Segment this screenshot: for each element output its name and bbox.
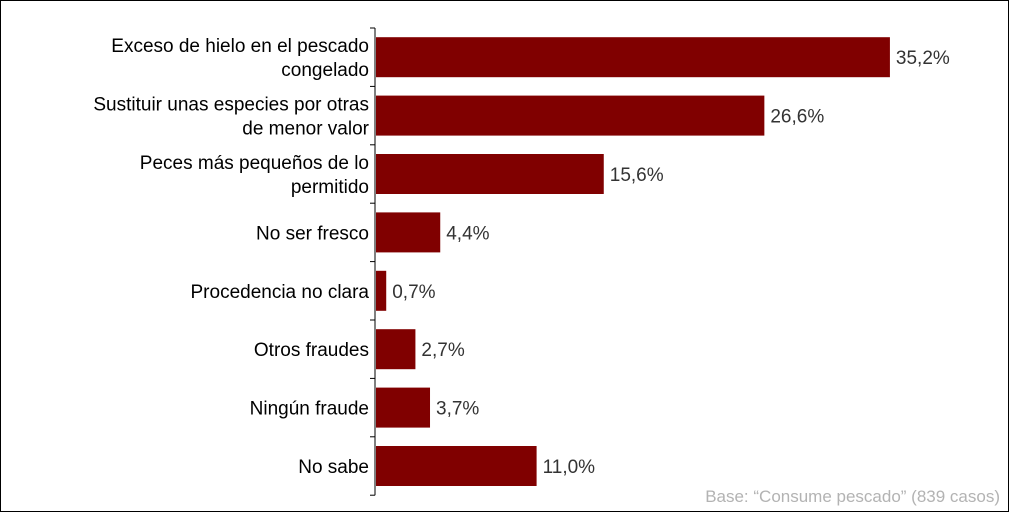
category-label: Otros fraudes	[254, 340, 369, 361]
axis-layer	[370, 27, 376, 496]
bar	[376, 387, 431, 428]
bars-layer	[376, 37, 890, 486]
bar	[376, 446, 537, 486]
category-label: No sabe	[298, 457, 369, 478]
data-label: 4,4%	[446, 223, 489, 244]
data-label: 0,7%	[392, 282, 435, 303]
bar	[376, 270, 387, 311]
data-label: 26,6%	[770, 107, 824, 128]
labels-layer: 35,2% Exceso de hielo en el pescado congel…	[93, 36, 950, 478]
data-label: 11,0%	[543, 457, 596, 478]
bar	[376, 95, 765, 136]
category-label: Procedencia no clara	[191, 282, 370, 303]
category-label: No ser fresco	[256, 223, 369, 244]
data-label: 35,2%	[896, 48, 950, 69]
category-label: Exceso de hielo en el pescado congelado	[111, 36, 369, 81]
category-label: Sustituir unas especies por otras de meno…	[93, 95, 369, 140]
data-label: 2,7%	[421, 340, 464, 361]
bar	[376, 329, 416, 370]
bar	[376, 154, 604, 194]
category-label: Ningún fraude	[250, 399, 369, 420]
category-label: Peces más pequeños de lo permitido	[140, 153, 369, 198]
data-label: 3,7%	[436, 399, 479, 420]
bar	[376, 37, 890, 78]
data-label: 15,6%	[610, 165, 664, 186]
bar	[376, 212, 441, 253]
footnote: Base: “Consume pescado” (839 casos)	[705, 487, 1000, 506]
